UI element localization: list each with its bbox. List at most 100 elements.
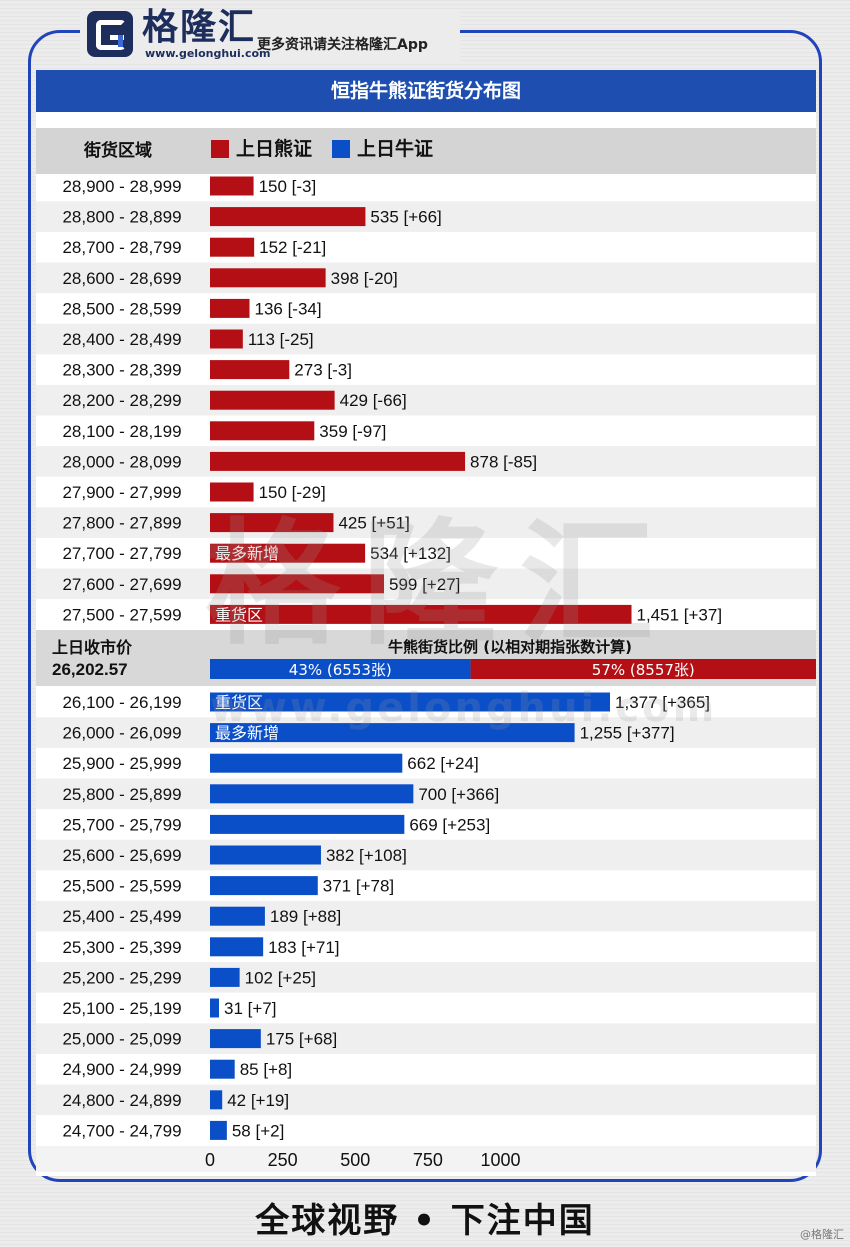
bear-value-label: 150 [-29] bbox=[259, 483, 326, 502]
bear-bar bbox=[210, 237, 255, 257]
bull-value-label: 700 [+366] bbox=[418, 785, 499, 804]
bull-value-label: 102 [+25] bbox=[245, 968, 316, 987]
chart-title: 恒指牛熊证街货分布图 bbox=[36, 70, 816, 112]
bull-category-label: 25,500 - 25,599 bbox=[62, 877, 181, 896]
bear-category-label: 27,500 - 27,599 bbox=[62, 605, 181, 624]
bull-category-label: 25,700 - 25,799 bbox=[62, 815, 181, 834]
bear-row-band bbox=[36, 507, 816, 538]
bull-value-label: 669 [+253] bbox=[409, 815, 490, 834]
bear-value-label: 113 [-25] bbox=[248, 330, 314, 349]
bull-category-label: 25,800 - 25,899 bbox=[62, 785, 181, 804]
bear-category-label: 28,400 - 28,499 bbox=[62, 330, 181, 349]
bull-category-label: 25,300 - 25,399 bbox=[62, 938, 181, 957]
bear-tag-label: 重货区 bbox=[215, 605, 263, 624]
legend-bear-label: 上日熊证 bbox=[236, 138, 313, 160]
bull-bar bbox=[210, 937, 264, 957]
bear-value-label: 425 [+51] bbox=[338, 514, 409, 533]
legend-bull-swatch bbox=[332, 140, 350, 158]
bear-category-label: 27,900 - 27,999 bbox=[62, 483, 181, 502]
bear-value-label: 878 [-85] bbox=[470, 452, 537, 471]
ratio-title: 牛熊街货比例 (以相对期指张数计算) bbox=[388, 638, 632, 656]
bull-bar bbox=[210, 876, 318, 896]
bear-value-label: 534 [+132] bbox=[370, 544, 451, 563]
bear-category-label: 28,900 - 28,999 bbox=[62, 177, 181, 196]
bear-value-label: 359 [-97] bbox=[319, 422, 386, 441]
bull-bar bbox=[210, 1029, 261, 1049]
bull-bar bbox=[210, 784, 414, 804]
bear-category-label: 28,600 - 28,699 bbox=[62, 269, 181, 288]
bull-value-label: 31 [+7] bbox=[224, 999, 276, 1018]
bull-value-label: 371 [+78] bbox=[323, 877, 394, 896]
bear-bar bbox=[210, 421, 315, 441]
bear-category-label: 28,100 - 28,199 bbox=[62, 422, 181, 441]
bull-bar bbox=[210, 906, 265, 926]
bull-category-label: 26,100 - 26,199 bbox=[62, 693, 181, 712]
bull-row-band bbox=[36, 1023, 816, 1054]
bear-row-band bbox=[36, 323, 816, 355]
bull-row-band bbox=[36, 1084, 816, 1116]
bull-value-label: 1,255 [+377] bbox=[580, 724, 675, 743]
bull-value-label: 42 [+19] bbox=[227, 1091, 289, 1110]
bull-row-band bbox=[36, 900, 816, 932]
x-tick-label: 750 bbox=[413, 1150, 443, 1170]
bear-value-label: 273 [-3] bbox=[294, 361, 352, 380]
bull-value-label: 382 [+108] bbox=[326, 846, 407, 865]
bear-category-label: 28,700 - 28,799 bbox=[62, 238, 181, 257]
bear-bar bbox=[210, 604, 632, 624]
gelonghui-logo-icon bbox=[87, 11, 133, 57]
bull-value-label: 175 [+68] bbox=[266, 1030, 337, 1049]
bear-bar bbox=[210, 390, 335, 410]
bear-category-label: 28,800 - 28,899 bbox=[62, 208, 181, 227]
bull-bar bbox=[210, 845, 321, 865]
bear-value-label: 429 [-66] bbox=[340, 391, 407, 410]
bear-value-label: 535 [+66] bbox=[370, 208, 441, 227]
bear-row-band bbox=[36, 201, 816, 232]
bull-bar bbox=[210, 692, 611, 712]
brand-url: www.gelonghui.com bbox=[145, 47, 271, 60]
bull-category-label: 24,800 - 24,899 bbox=[62, 1091, 181, 1110]
bull-bar bbox=[210, 1120, 227, 1140]
footer-credit: @格隆汇 bbox=[800, 1228, 844, 1241]
bull-bar bbox=[210, 998, 220, 1018]
legend-row bbox=[36, 128, 816, 174]
bear-category-label: 28,500 - 28,599 bbox=[62, 299, 181, 318]
bull-bar bbox=[210, 1090, 223, 1110]
bull-value-label: 85 [+8] bbox=[240, 1060, 292, 1079]
bear-bar bbox=[210, 298, 250, 318]
bull-value-label: 1,377 [+365] bbox=[615, 693, 710, 712]
prev-close-label: 上日收市价 bbox=[52, 638, 133, 657]
footer-slogan: 全球视野 • 下注中国 bbox=[255, 1201, 595, 1241]
ratio-bull-label: 43% (6553张) bbox=[289, 661, 392, 679]
header-background bbox=[80, 12, 460, 64]
bull-bar bbox=[210, 723, 575, 743]
bull-value-label: 662 [+24] bbox=[407, 754, 478, 773]
bear-category-label: 27,600 - 27,699 bbox=[62, 575, 181, 594]
bear-bar bbox=[210, 513, 334, 533]
x-tick-label: 0 bbox=[205, 1150, 215, 1170]
ratio-bull-bar bbox=[210, 659, 471, 679]
bull-bar bbox=[210, 814, 405, 834]
bear-value-label: 599 [+27] bbox=[389, 575, 460, 594]
bear-value-label: 152 [-21] bbox=[259, 238, 326, 257]
bear-category-label: 27,800 - 27,899 bbox=[62, 514, 181, 533]
bear-row-band bbox=[36, 384, 816, 416]
bear-value-label: 1,451 [+37] bbox=[637, 605, 723, 624]
bear-row-band bbox=[36, 262, 816, 294]
x-tick-label: 1000 bbox=[480, 1150, 520, 1170]
legend-bull-label: 上日牛证 bbox=[357, 138, 434, 160]
bull-row-band bbox=[36, 778, 816, 810]
bear-bar bbox=[210, 360, 290, 380]
bull-row-band bbox=[36, 962, 816, 993]
bear-bar bbox=[210, 176, 254, 196]
bull-category-label: 24,700 - 24,799 bbox=[62, 1121, 181, 1140]
bull-value-label: 58 [+2] bbox=[232, 1121, 284, 1140]
bull-bar bbox=[210, 967, 240, 987]
bull-category-label: 26,000 - 26,099 bbox=[62, 724, 181, 743]
category-header: 街货区域 bbox=[84, 141, 152, 161]
ratio-bear-label: 57% (8557张) bbox=[592, 661, 695, 679]
bull-bar bbox=[210, 1059, 235, 1079]
bull-category-label: 25,400 - 25,499 bbox=[62, 907, 181, 926]
bull-category-label: 25,100 - 25,199 bbox=[62, 999, 181, 1018]
prev-close-value: 26,202.57 bbox=[52, 660, 128, 679]
bull-category-label: 25,200 - 25,299 bbox=[62, 968, 181, 987]
